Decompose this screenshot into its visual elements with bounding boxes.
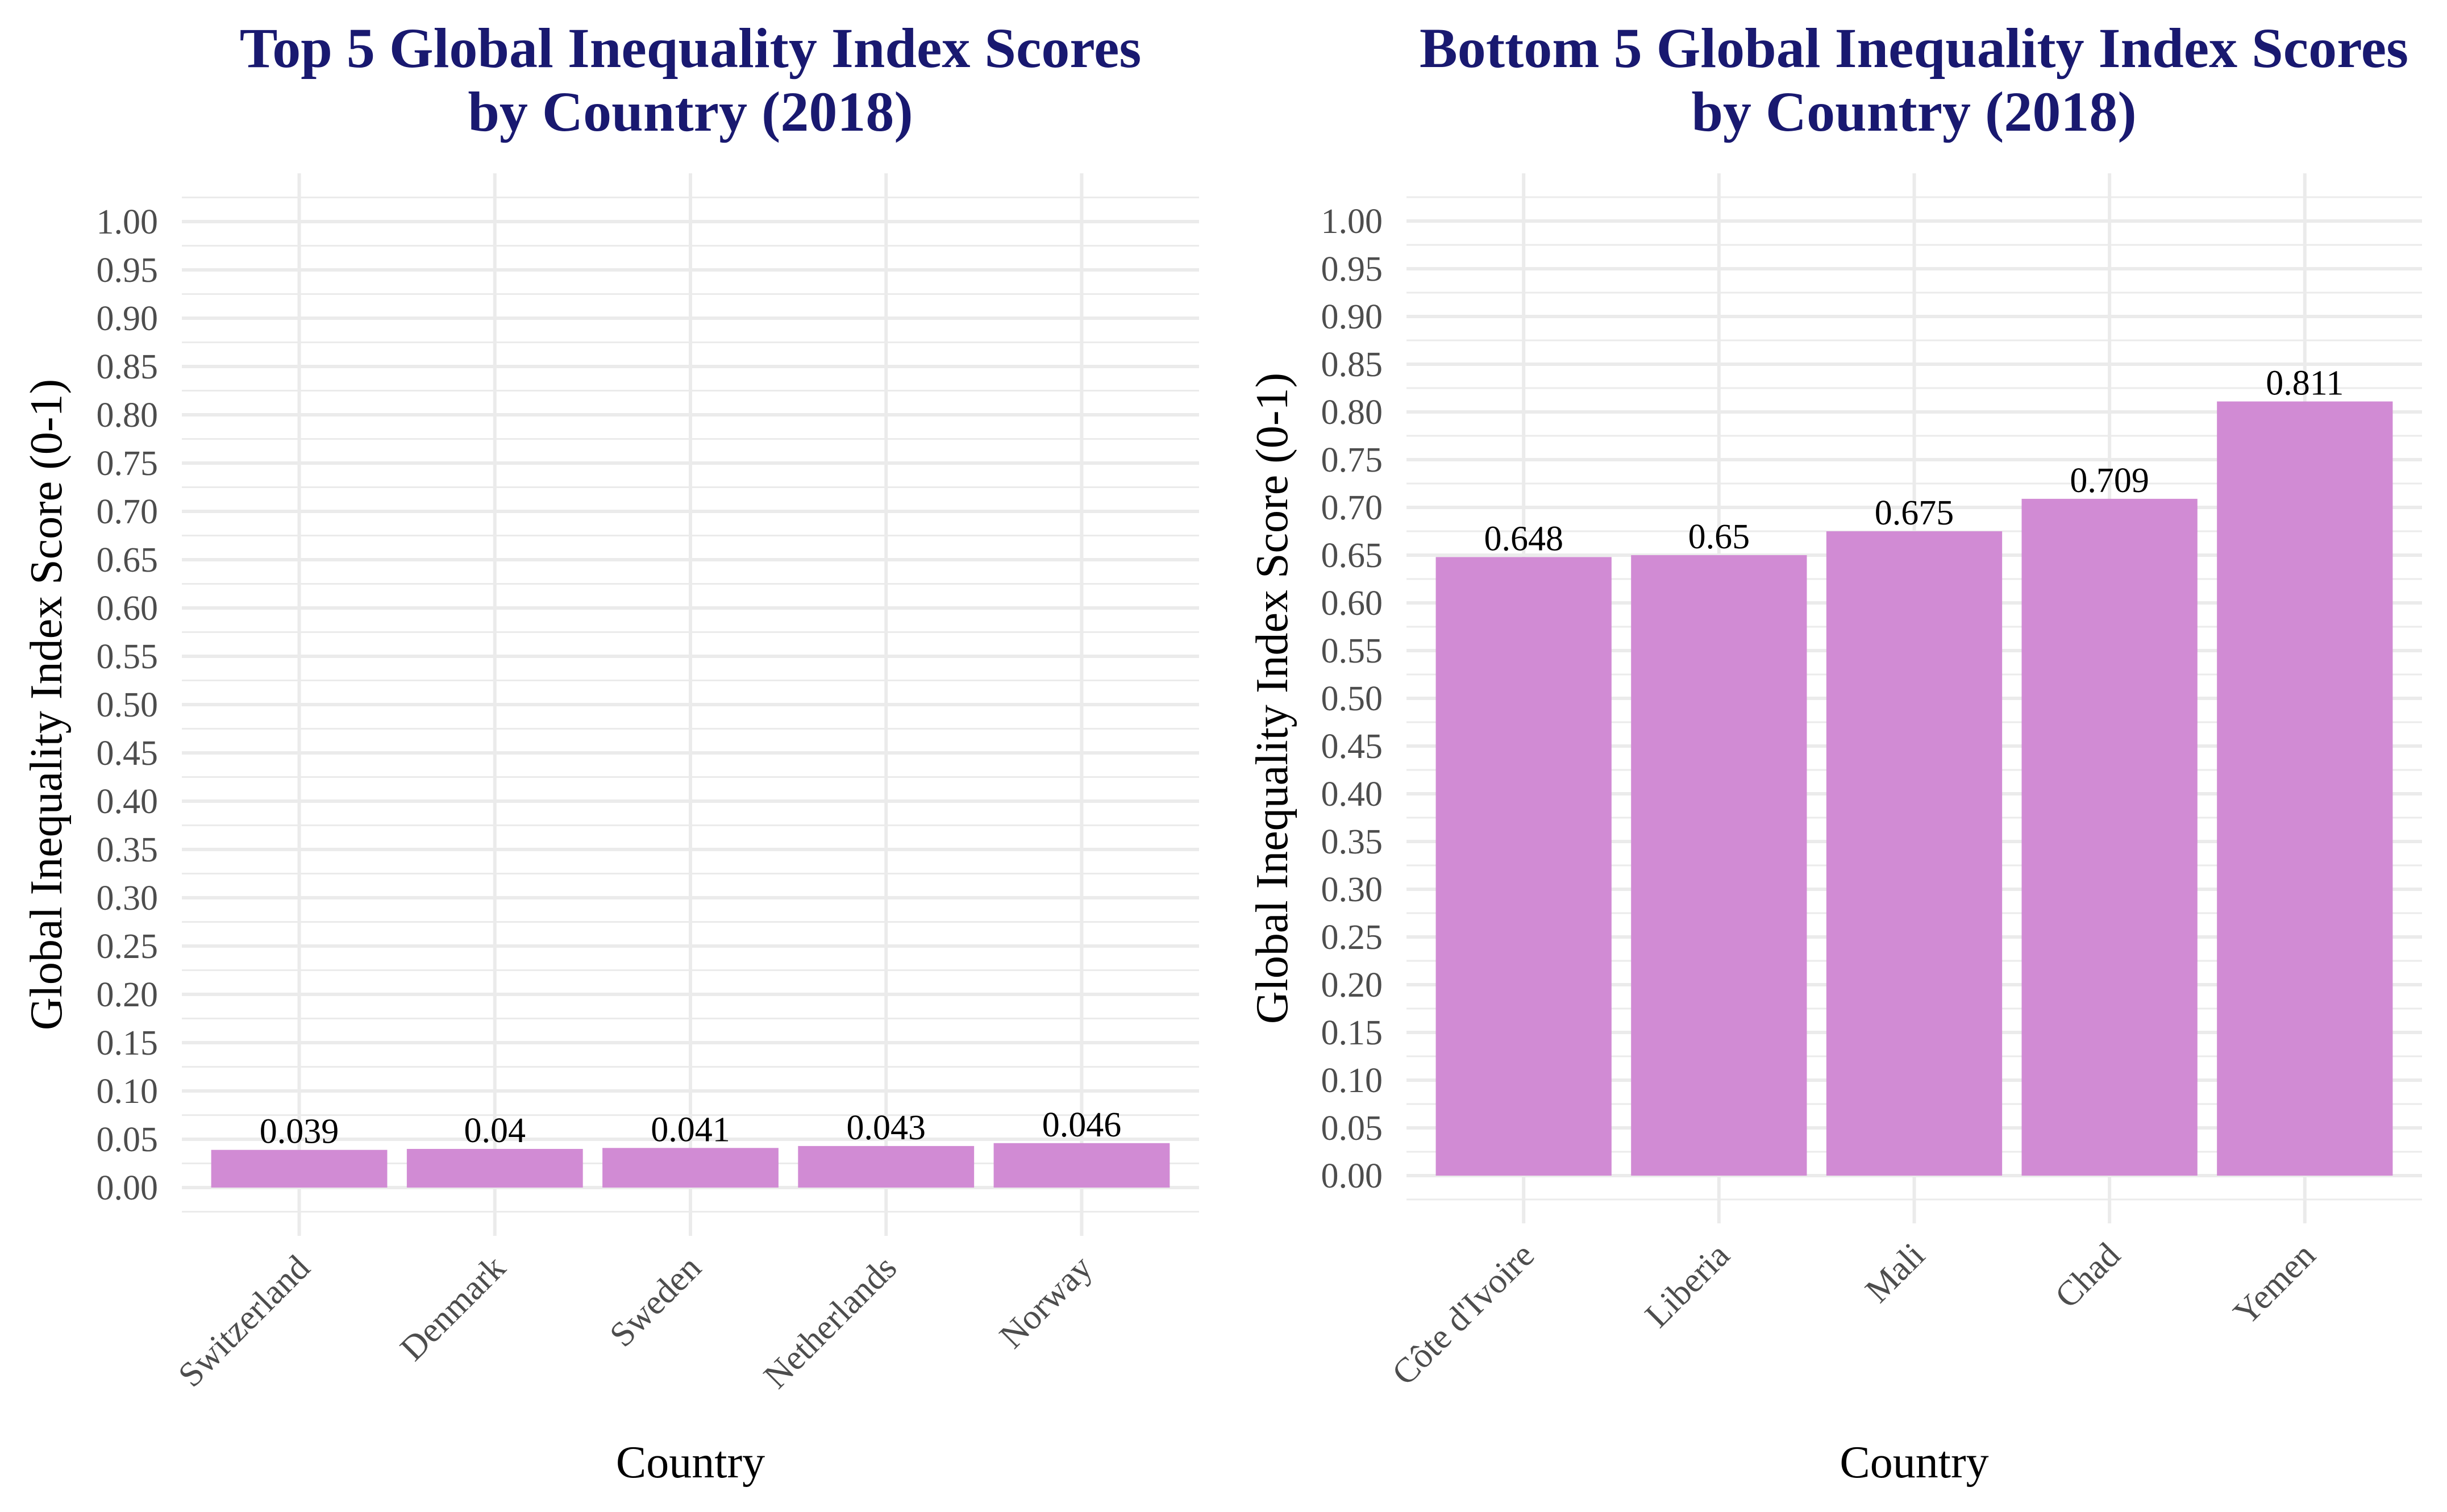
y-tick-label: 0.70 — [1321, 489, 1383, 527]
chart-panel-2: 0.00 0.05 0.10 0.15 0.20 0.25 0.30 0.35 0.40 0.45… — [1247, 16, 2422, 1488]
bar-sweden — [602, 1148, 779, 1188]
y-tick-label: 0.45 — [97, 734, 159, 773]
y-tick-label: 0.60 — [1321, 584, 1383, 623]
data-label: 0.709 — [2070, 461, 2149, 500]
y-tick-label: 0.10 — [1321, 1061, 1383, 1100]
bar-netherlands — [798, 1146, 975, 1188]
bar-c-te-d-ivoire — [1435, 557, 1612, 1176]
y-tick-label: 0.30 — [97, 879, 159, 918]
y-tick-label: 0.25 — [97, 927, 159, 966]
y-tick-label: 1.00 — [1321, 202, 1383, 241]
y-tick-label: 0.05 — [1321, 1109, 1383, 1148]
bar-chad — [2021, 498, 2198, 1176]
bar-denmark — [406, 1149, 583, 1188]
y-tick-label: 0.65 — [97, 541, 159, 580]
data-label: 0.648 — [1484, 519, 1563, 558]
bar-liberia — [1631, 555, 1807, 1176]
y-tick-label: 0.05 — [97, 1121, 159, 1159]
y-tick-label: 0.80 — [1321, 393, 1383, 432]
gridlines — [182, 173, 1199, 1236]
y-tick-label: 0.25 — [1321, 918, 1383, 957]
data-label: 0.039 — [260, 1113, 339, 1151]
y-tick-label: 0.35 — [1321, 823, 1383, 861]
y-tick-label: 0.65 — [1321, 536, 1383, 575]
y-axis-title: Global Inequality Index Score (0-1) — [1247, 373, 1297, 1024]
x-axis-title: Country — [616, 1438, 765, 1488]
chart-panel-1: 0.00 0.05 0.10 0.15 0.20 0.25 0.30 0.35 0.40 0.45… — [22, 16, 1199, 1488]
y-tick-label: 0.50 — [97, 686, 159, 724]
y-tick-label: 0.90 — [97, 299, 159, 338]
data-label: 0.046 — [1042, 1106, 1122, 1144]
data-label: 0.675 — [1875, 494, 1954, 532]
data-label: 0.65 — [1688, 518, 1750, 556]
y-tick-label: 0.00 — [97, 1169, 159, 1207]
y-tick-label: 0.50 — [1321, 680, 1383, 718]
chart-title: Bottom 5 Global Inequality Index Scores — [1420, 16, 2408, 80]
y-tick-label: 0.55 — [97, 638, 159, 676]
y-tick-label: 0.40 — [97, 782, 159, 821]
data-label: 0.041 — [651, 1110, 730, 1149]
y-tick-label: 0.15 — [97, 1024, 159, 1063]
bar-switzerland — [211, 1149, 388, 1188]
y-tick-label: 0.90 — [1321, 298, 1383, 336]
y-tick-label: 0.55 — [1321, 632, 1383, 670]
y-tick-label: 0.80 — [97, 396, 159, 435]
y-tick-label: 1.00 — [97, 203, 159, 241]
data-label: 0.04 — [464, 1111, 526, 1150]
y-tick-label: 0.10 — [97, 1072, 159, 1111]
data-label: 0.811 — [2266, 364, 2344, 403]
y-tick-label: 0.15 — [1321, 1014, 1383, 1052]
y-tick-label: 0.75 — [1321, 441, 1383, 480]
y-tick-label: 0.70 — [97, 493, 159, 531]
chart-title: Top 5 Global Inequality Index Scores — [240, 16, 1142, 80]
data-label: 0.043 — [846, 1109, 926, 1147]
y-axis-title: Global Inequality Index Score (0-1) — [22, 379, 72, 1030]
y-tick-label: 0.35 — [97, 831, 159, 869]
y-tick-label: 0.40 — [1321, 775, 1383, 814]
bar-norway — [993, 1143, 1170, 1188]
y-tick-label: 0.45 — [1321, 727, 1383, 766]
y-tick-label: 0.85 — [1321, 345, 1383, 384]
y-tick-label: 0.30 — [1321, 870, 1383, 909]
x-axis-title: Country — [1840, 1438, 1988, 1488]
y-tick-label: 0.95 — [1321, 250, 1383, 289]
chart-title-line-2: by Country (2018) — [468, 80, 913, 143]
y-tick-label: 0.75 — [97, 444, 159, 483]
y-tick-label: 0.20 — [97, 976, 159, 1014]
y-tick-label: 0.00 — [1321, 1157, 1383, 1196]
y-tick-label: 0.20 — [1321, 966, 1383, 1005]
bar-mali — [1826, 531, 2003, 1176]
bar-yemen — [2217, 401, 2393, 1176]
y-tick-label: 0.95 — [97, 251, 159, 290]
y-tick-label: 0.85 — [97, 348, 159, 386]
chart-title-line-2: by Country (2018) — [1691, 80, 2136, 143]
y-tick-label: 0.60 — [97, 589, 159, 628]
